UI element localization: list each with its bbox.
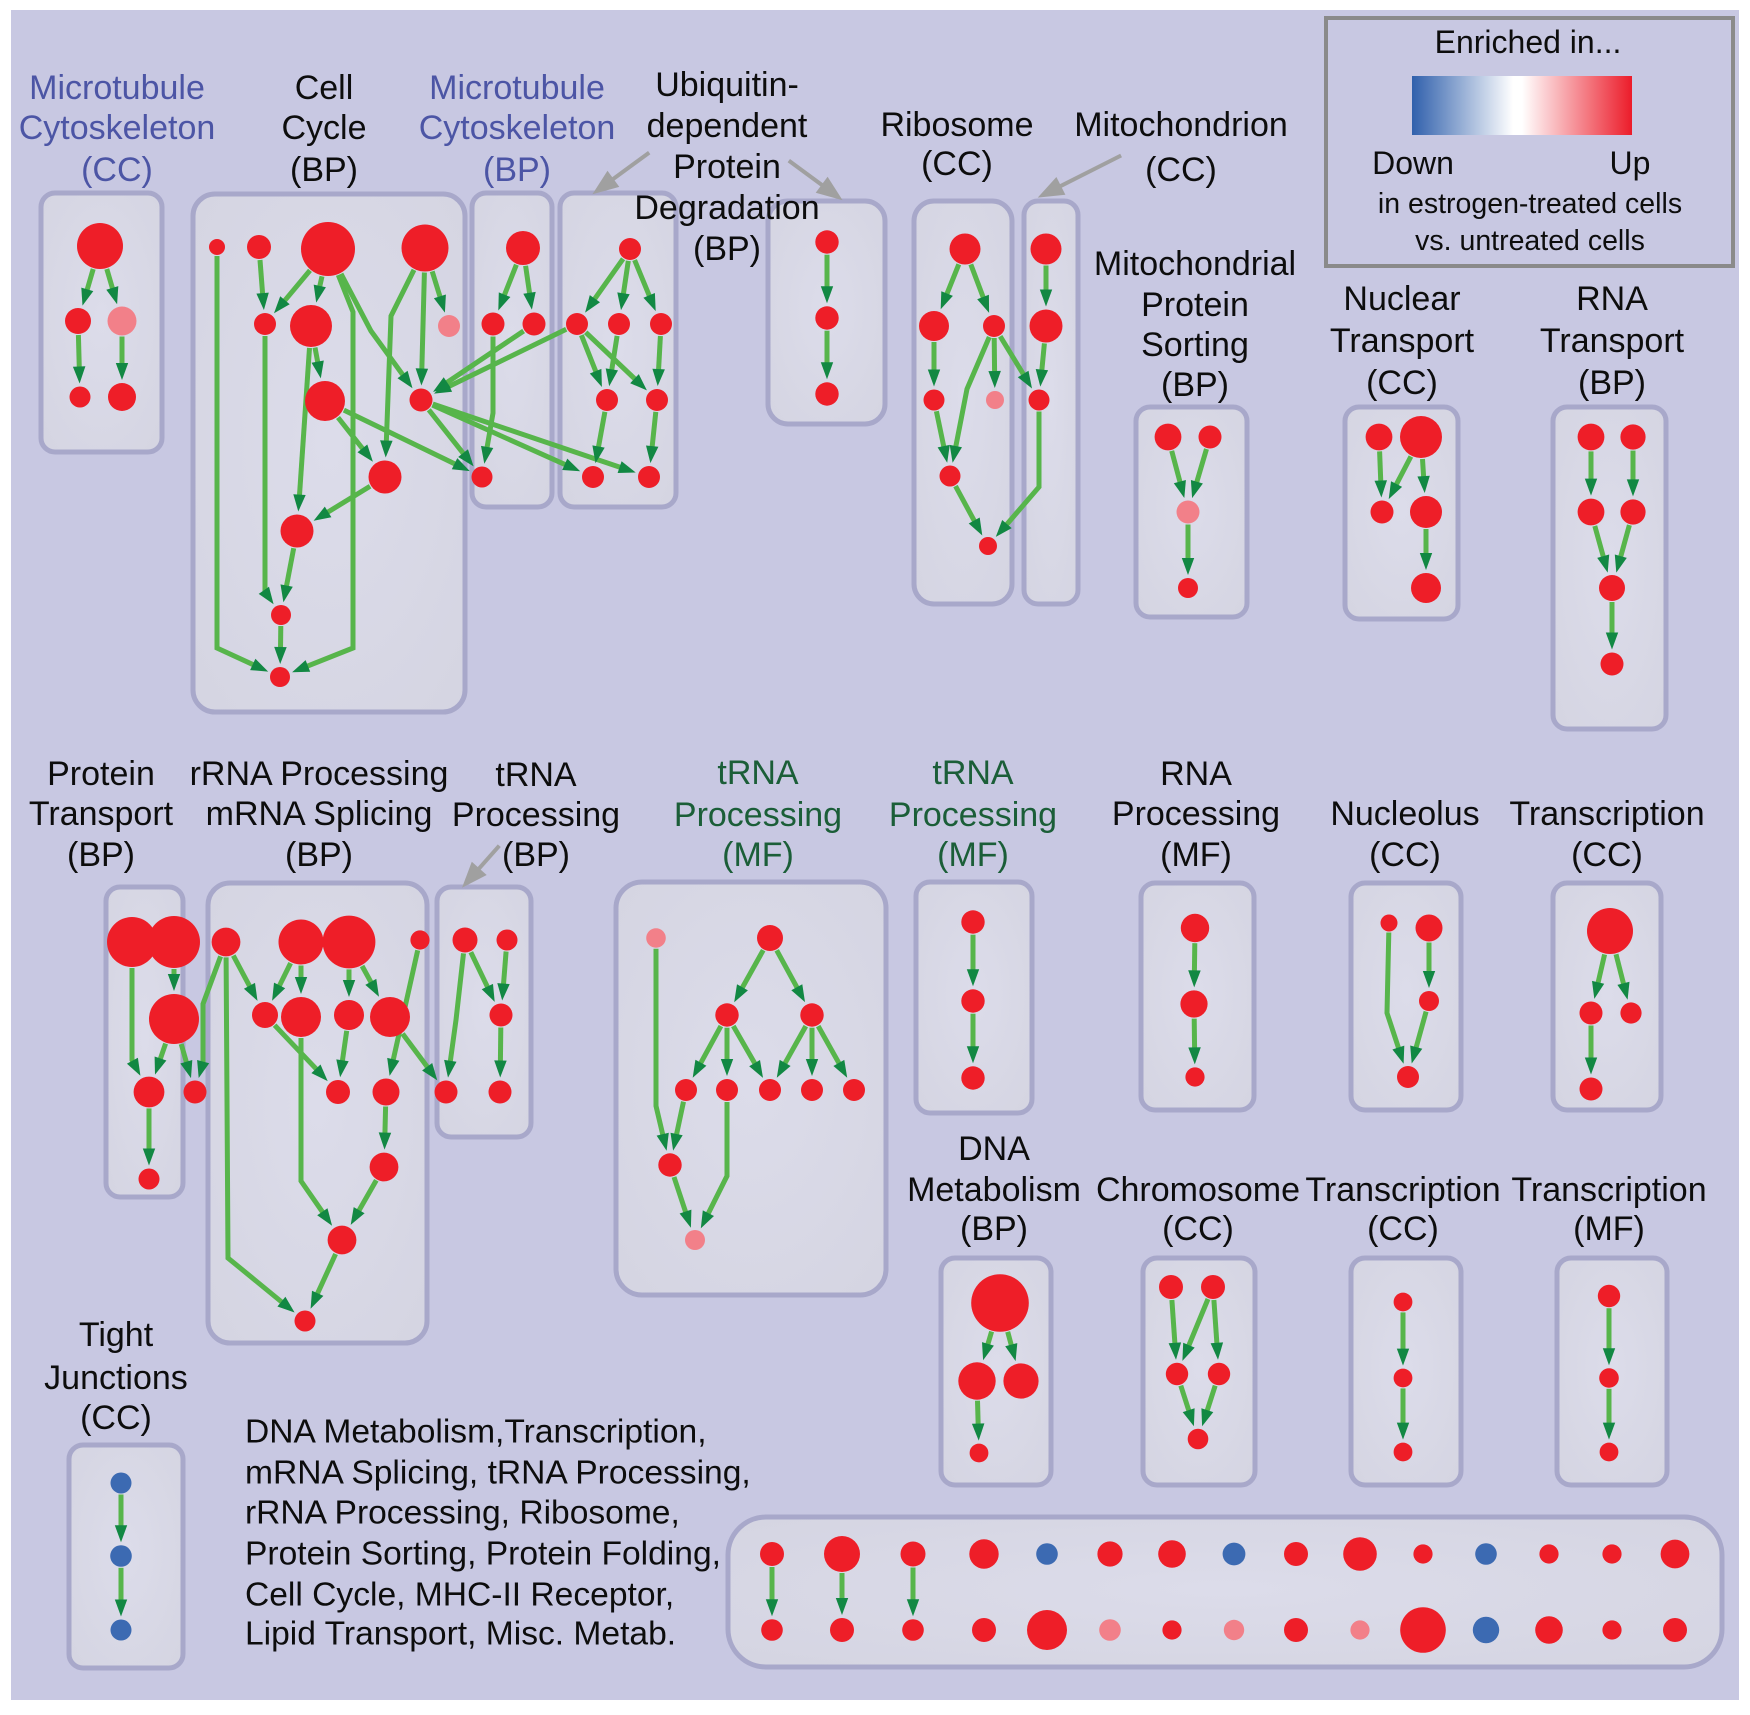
svg-text:Transport: Transport	[1540, 322, 1685, 360]
svg-text:RNA: RNA	[1160, 755, 1232, 793]
svg-text:tRNA: tRNA	[717, 754, 799, 792]
svg-text:Cell Cycle, MHC-II Receptor,: Cell Cycle, MHC-II Receptor,	[245, 1577, 674, 1614]
svg-text:(BP): (BP)	[67, 836, 135, 874]
svg-text:(BP): (BP)	[1578, 364, 1646, 402]
svg-text:Cytoskeleton: Cytoskeleton	[419, 109, 616, 147]
svg-text:Ubiquitin-: Ubiquitin-	[655, 66, 799, 104]
svg-text:Transcription: Transcription	[1305, 1171, 1500, 1209]
svg-text:(BP): (BP)	[693, 230, 761, 268]
svg-text:RNA: RNA	[1576, 280, 1648, 318]
svg-text:rRNA Processing: rRNA Processing	[190, 755, 449, 793]
svg-text:(BP): (BP)	[483, 151, 551, 189]
svg-text:(BP): (BP)	[502, 836, 570, 874]
svg-text:Protein: Protein	[673, 148, 781, 186]
svg-text:Sorting: Sorting	[1141, 326, 1249, 364]
svg-text:Processing: Processing	[674, 796, 842, 834]
svg-text:(CC): (CC)	[1369, 836, 1441, 874]
svg-text:Nucleolus: Nucleolus	[1330, 795, 1479, 833]
svg-text:(BP): (BP)	[1161, 366, 1229, 404]
svg-text:(BP): (BP)	[285, 836, 353, 874]
svg-text:Cycle: Cycle	[281, 109, 366, 147]
svg-text:vs. untreated cells: vs. untreated cells	[1415, 225, 1645, 257]
svg-text:Mitochondrion: Mitochondrion	[1074, 106, 1288, 144]
svg-text:(MF): (MF)	[937, 836, 1009, 874]
svg-text:Processing: Processing	[1112, 795, 1280, 833]
svg-text:Transcription: Transcription	[1509, 795, 1704, 833]
svg-text:DNA Metabolism,Transcription,: DNA Metabolism,Transcription,	[245, 1414, 707, 1451]
svg-text:Degradation: Degradation	[634, 189, 819, 227]
svg-text:(MF): (MF)	[1160, 836, 1232, 874]
svg-text:Enriched in...: Enriched in...	[1435, 24, 1622, 60]
svg-text:Processing: Processing	[452, 796, 620, 834]
svg-text:(MF): (MF)	[722, 836, 794, 874]
svg-text:Tight: Tight	[79, 1316, 154, 1354]
svg-text:Cytoskeleton: Cytoskeleton	[19, 109, 216, 147]
svg-text:Junctions: Junctions	[44, 1359, 188, 1397]
svg-text:Ribosome: Ribosome	[880, 106, 1033, 144]
svg-text:tRNA: tRNA	[932, 754, 1014, 792]
svg-text:Metabolism: Metabolism	[907, 1171, 1081, 1209]
svg-text:(CC): (CC)	[1366, 364, 1438, 402]
svg-text:tRNA: tRNA	[495, 756, 577, 794]
svg-text:Cell: Cell	[295, 69, 354, 107]
svg-text:Microtubule: Microtubule	[429, 69, 605, 107]
svg-text:(CC): (CC)	[1367, 1210, 1439, 1248]
svg-text:(CC): (CC)	[1145, 151, 1217, 189]
svg-text:mRNA Splicing: mRNA Splicing	[206, 795, 433, 833]
svg-text:Down: Down	[1372, 145, 1454, 181]
svg-text:rRNA Processing, Ribosome,: rRNA Processing, Ribosome,	[245, 1495, 680, 1532]
svg-text:Nuclear: Nuclear	[1343, 280, 1460, 318]
svg-text:in estrogen-treated cells: in estrogen-treated cells	[1378, 188, 1682, 220]
svg-text:Protein Sorting, Protein Foldi: Protein Sorting, Protein Folding,	[245, 1536, 721, 1573]
svg-text:(BP): (BP)	[960, 1210, 1028, 1248]
svg-text:Transcription: Transcription	[1511, 1171, 1706, 1209]
svg-text:Mitochondrial: Mitochondrial	[1094, 245, 1296, 283]
svg-text:(CC): (CC)	[921, 145, 993, 183]
svg-text:Chromosome: Chromosome	[1096, 1171, 1300, 1209]
svg-text:Up: Up	[1610, 145, 1651, 181]
svg-text:(CC): (CC)	[80, 1399, 152, 1437]
svg-text:mRNA Splicing, tRNA Processing: mRNA Splicing, tRNA Processing,	[245, 1455, 751, 1492]
svg-text:(CC): (CC)	[81, 151, 153, 189]
svg-text:Protein: Protein	[47, 755, 155, 793]
svg-text:Transport: Transport	[1330, 322, 1475, 360]
svg-text:Processing: Processing	[889, 796, 1057, 834]
svg-text:(BP): (BP)	[290, 151, 358, 189]
svg-text:Microtubule: Microtubule	[29, 69, 205, 107]
svg-text:Lipid Transport, Misc. Metab.: Lipid Transport, Misc. Metab.	[245, 1616, 676, 1653]
svg-text:DNA: DNA	[958, 1130, 1030, 1168]
svg-text:dependent: dependent	[647, 107, 808, 145]
svg-text:Protein: Protein	[1141, 286, 1249, 324]
svg-text:(CC): (CC)	[1162, 1210, 1234, 1248]
svg-text:Transport: Transport	[29, 795, 174, 833]
svg-text:(MF): (MF)	[1573, 1210, 1645, 1248]
svg-text:(CC): (CC)	[1571, 836, 1643, 874]
